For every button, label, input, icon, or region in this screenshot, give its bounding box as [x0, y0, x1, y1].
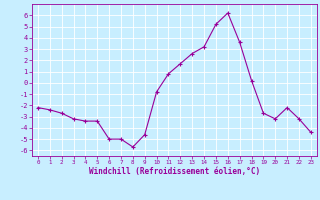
X-axis label: Windchill (Refroidissement éolien,°C): Windchill (Refroidissement éolien,°C)	[89, 167, 260, 176]
